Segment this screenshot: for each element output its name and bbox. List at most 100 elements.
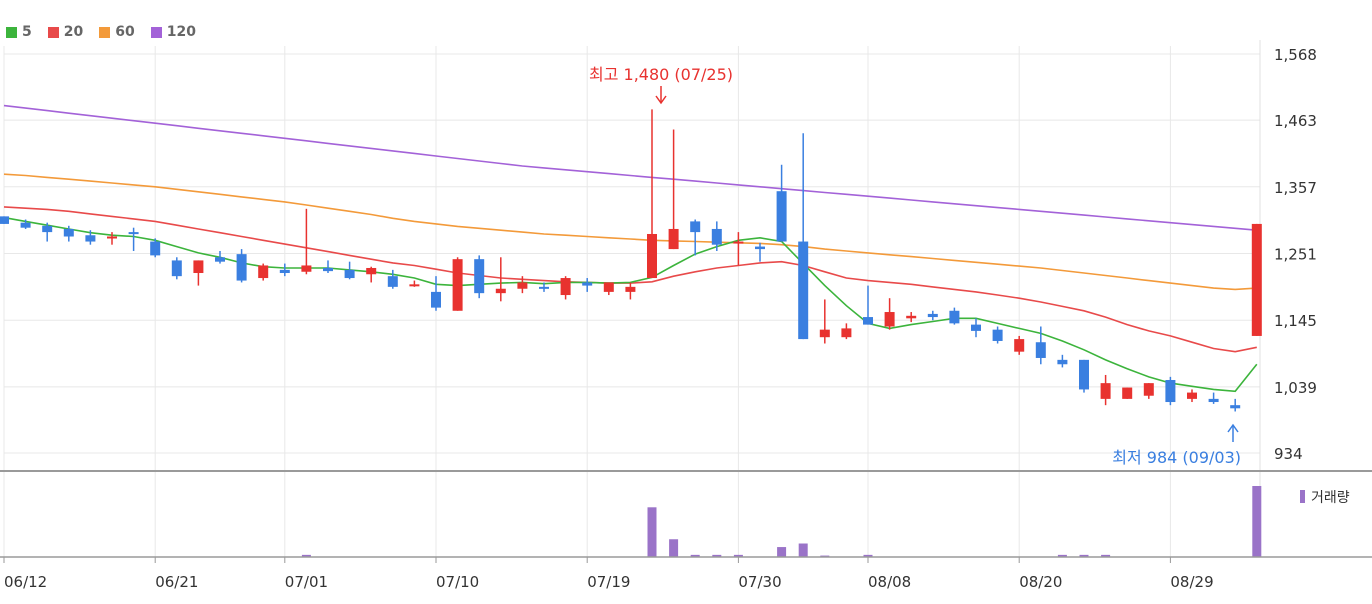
high-annotation-label: 최고 1,480 (07/25) (589, 65, 733, 84)
candle-body (582, 282, 593, 286)
candle (215, 250, 225, 264)
candle (690, 219, 701, 256)
candle-body (279, 269, 290, 274)
candle-body (1122, 387, 1133, 399)
candle (1122, 387, 1133, 399)
legend: 5 20 60 120 (6, 24, 196, 40)
candle-body (1057, 359, 1068, 365)
candle-body (625, 286, 636, 292)
candle (992, 326, 1003, 344)
grid (3, 40, 1261, 557)
legend-swatch-ma120 (150, 26, 162, 38)
candle-body (42, 225, 53, 233)
candle (1057, 354, 1068, 368)
candle-body (560, 278, 571, 296)
volume-bar (1252, 486, 1262, 557)
candle-body (171, 260, 182, 277)
legend-item-ma60[interactable]: 60 (99, 24, 135, 40)
legend-label-ma5: 5 (22, 24, 32, 40)
candle-body (819, 329, 830, 338)
legend-item-ma120[interactable]: 120 (150, 24, 196, 40)
candle-body (495, 288, 506, 294)
volume-bar (733, 554, 743, 557)
candle-body (1230, 405, 1241, 409)
y-tick-label: 1,568 (1274, 46, 1317, 64)
candle (884, 298, 895, 330)
candle-body (20, 222, 31, 228)
low-annotation-arrowhead (1227, 423, 1239, 433)
candle-body (603, 282, 614, 292)
high-annotation-arrowhead (655, 95, 667, 105)
candle-body (927, 313, 938, 318)
candle (1230, 398, 1241, 412)
candle (539, 282, 549, 292)
y-tick-label: 1,463 (1274, 112, 1317, 130)
y-tick-label: 1,251 (1274, 246, 1317, 264)
candle-body (1208, 398, 1219, 403)
candle (949, 307, 960, 325)
x-tick-label: 07/19 (587, 573, 630, 591)
volume-bar (863, 554, 873, 557)
candle-body (452, 259, 463, 311)
candle-body (409, 284, 420, 287)
volume-bar (669, 539, 679, 557)
candle-body (0, 216, 9, 224)
candle (1187, 389, 1197, 403)
candle-body (733, 241, 744, 244)
legend-label-ma20: 20 (63, 24, 84, 40)
candle (495, 257, 506, 302)
candle-body (949, 310, 960, 324)
candle (85, 230, 96, 245)
candle-body (236, 254, 247, 281)
legend-swatch-ma60 (99, 26, 111, 38)
candle-body (63, 228, 74, 237)
candle-body (387, 276, 398, 287)
candle-body (971, 324, 981, 331)
high-annotation: 최고 1,480 (07/25) (589, 65, 733, 105)
x-tick-label: 08/29 (1170, 573, 1213, 591)
candle-body (1165, 379, 1176, 403)
candle-body (755, 246, 765, 250)
candle (863, 285, 873, 325)
y-tick-label: 934 (1274, 445, 1303, 463)
candle (582, 278, 593, 292)
candle-body (193, 260, 204, 274)
candle (1014, 335, 1025, 355)
candle-body (128, 232, 139, 235)
candle-body (215, 257, 225, 262)
candle-body (539, 286, 549, 289)
volume-bar (712, 554, 722, 557)
candle (128, 227, 139, 251)
candle (776, 164, 787, 242)
candle-body (884, 312, 895, 327)
x-tick-label: 07/30 (738, 573, 781, 591)
volume-bar (1101, 554, 1111, 557)
candle-body (301, 265, 312, 272)
x-tick-label: 06/21 (155, 573, 198, 591)
volume-legend-swatch (1300, 490, 1305, 503)
candle-body (841, 328, 852, 338)
candle-body (1187, 392, 1197, 399)
candle-body (1014, 339, 1025, 352)
volume-legend-label: 거래량 (1311, 490, 1350, 506)
candle-body (711, 228, 722, 245)
candle (452, 257, 463, 311)
candle (42, 222, 53, 242)
legend-item-ma5[interactable]: 5 (6, 24, 32, 40)
y-tick-label: 1,039 (1274, 379, 1317, 397)
candle-body (1251, 223, 1262, 336)
candle (517, 276, 528, 294)
legend-swatch-ma20 (47, 26, 59, 38)
candle-body (798, 241, 809, 340)
candle (0, 216, 9, 224)
candle (344, 261, 355, 280)
candle (927, 310, 938, 321)
line-ma5 (3, 216, 1258, 393)
candle (755, 242, 765, 262)
candle (711, 221, 722, 251)
x-tick-label: 07/10 (436, 573, 479, 591)
candle-body (1035, 342, 1046, 358)
legend-item-ma20[interactable]: 20 (47, 24, 84, 40)
candle (431, 276, 441, 311)
